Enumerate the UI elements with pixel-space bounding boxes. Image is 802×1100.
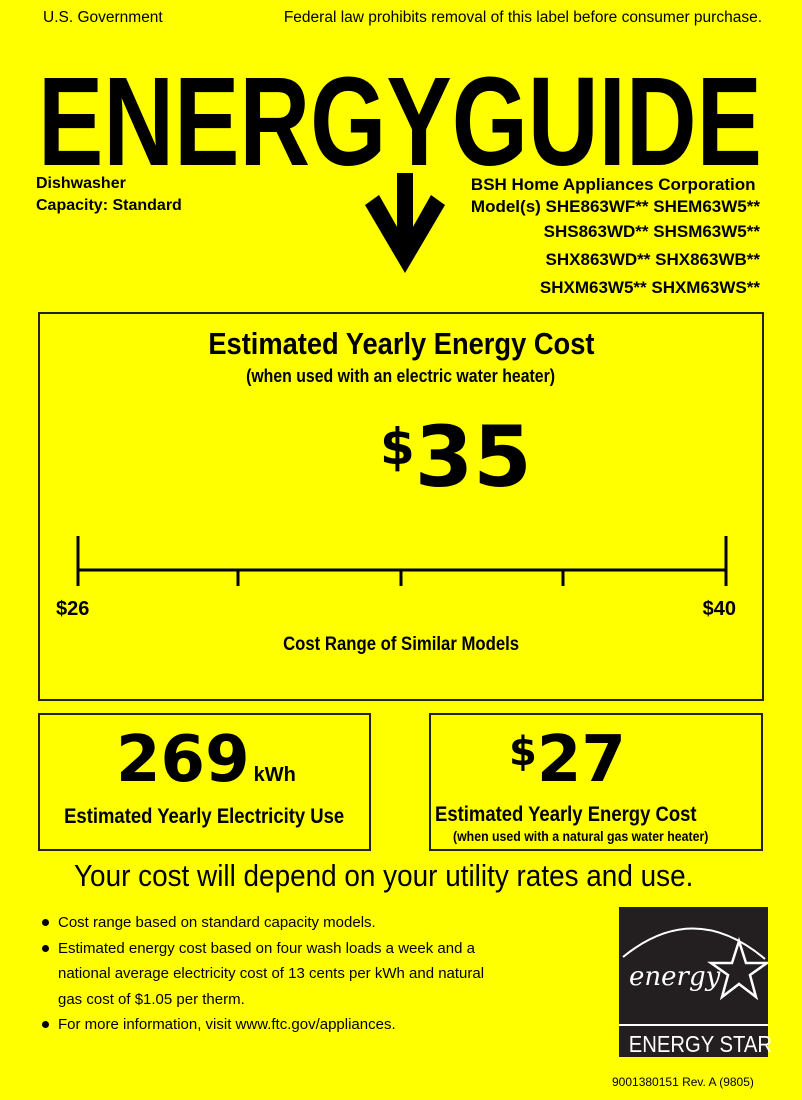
cost-value: 35 [414,408,532,506]
main-subtitle: (when used with an electric water heater… [246,366,556,386]
note-item-continued: gas cost of $1.05 per therm. [58,990,245,1008]
gas-sublabel: (when used with a natural gas water heat… [453,828,709,844]
bullet-icon [42,944,49,952]
main-title: Estimated Yearly Energy Cost [207,326,595,361]
product-capacity: Capacity: Standard [36,197,182,214]
note-item: Estimated energy cost based on four wash… [38,936,508,962]
electricity-use-box: 269 kWh Estimated Yearly Electricity Use [38,713,371,851]
notes-list: Cost range based on standard capacity mo… [38,910,508,1038]
energy-star-label: ENERGY STAR [628,1031,772,1057]
product-info: Dishwasher Capacity: Standard [36,173,182,217]
energy-script: energy [629,962,721,992]
tagline: Your cost will depend on your utility ra… [74,858,694,893]
gas-cost-box: $27 Estimated Yearly Energy Cost (when u… [429,713,763,851]
government-label: U.S. Government [43,9,163,26]
energyguide-wordmark: ENERGYGUIDE [38,55,762,192]
removal-notice: Federal law prohibits removal of this la… [283,9,762,26]
label-footer: 9001380151 Rev. A (9805) [612,1075,754,1089]
electricity-label: Estimated Yearly Electricity Use [64,805,345,828]
model-line: Model(s) SHE863WF** SHEM63W5** [470,197,760,216]
gas-cost-value: 27 [536,723,626,797]
bullet-icon [42,919,49,926]
note-item-continued: national average electricity cost of 13 … [58,965,485,982]
manufacturer: BSH Home Appliances Corporation [470,175,756,194]
note-item: For more information, visit www.ftc.gov/… [38,1012,508,1038]
model-line: SHS863WD** SHSM63W5** [543,222,760,241]
estimated-cost: $35 [380,408,532,506]
gas-label: Estimated Yearly Energy Cost [435,803,697,826]
model-line: SHX863WD** SHX863WB** [545,250,760,269]
bullet-icon [42,1021,49,1028]
energy-star-logo: energy ENERGY STAR [619,907,772,1057]
cost-symbol: $ [380,418,415,476]
cost-range-scale [76,536,728,586]
range-max-label: $40 [702,598,736,620]
electricity-unit: kWh [253,764,296,786]
range-caption: Cost Range of Similar Models [283,634,519,655]
manufacturer-info: BSH Home Appliances Corporation Model(s)… [471,174,760,302]
product-type: Dishwasher [36,175,126,192]
model-line: SHXM63W5** SHXM63WS** [539,278,760,297]
down-arrow-icon [365,173,445,273]
gas-cost-row: $27 [509,723,626,797]
main-cost-box: Estimated Yearly Energy Cost (when used … [38,312,764,701]
electricity-value: 269 [116,723,250,797]
energyguide-title: ENERGYGUIDE [38,55,762,273]
note-item: Cost range based on standard capacity mo… [38,910,508,936]
range-min-label: $26 [56,598,90,620]
gas-cost-symbol: $ [509,729,537,775]
electricity-value-row: 269 kWh [116,723,296,797]
energy-star-icon: energy [622,927,771,1001]
